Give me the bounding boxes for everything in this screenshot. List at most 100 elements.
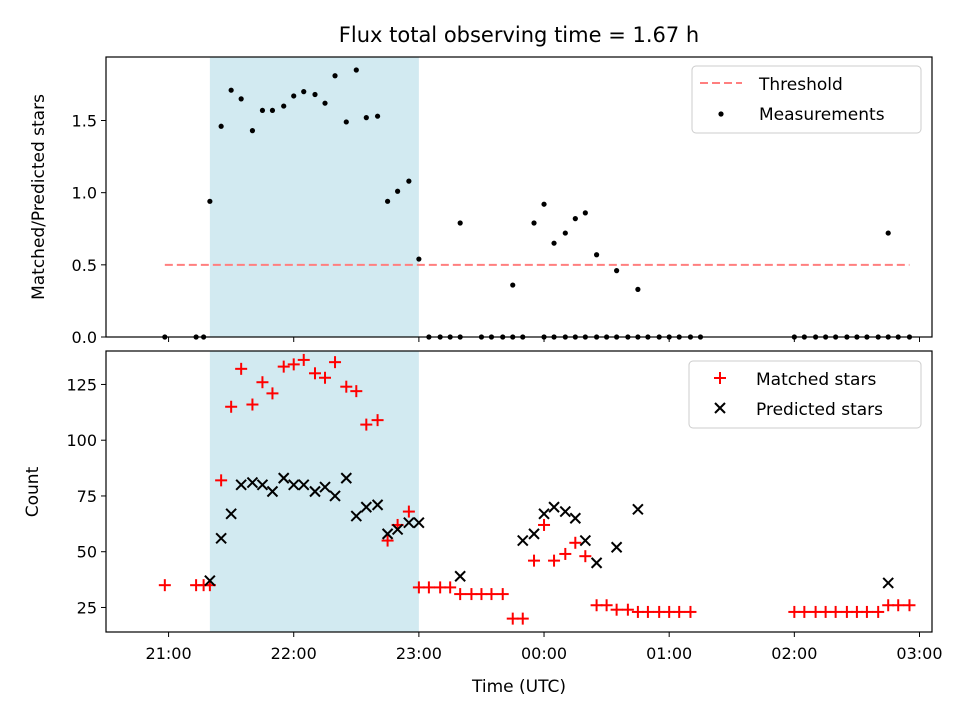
matched-stars-point bbox=[621, 603, 634, 616]
predicted-stars-point bbox=[559, 505, 572, 518]
matched-stars-point bbox=[641, 605, 654, 618]
matched-stars-point bbox=[434, 581, 447, 594]
predicted-stars-point bbox=[371, 499, 384, 511]
matched-stars-point bbox=[235, 362, 248, 375]
matched-stars-point bbox=[444, 581, 457, 594]
predicted-stars-point bbox=[528, 528, 540, 540]
predicted-stars-point bbox=[454, 570, 466, 582]
bottom-legend-box bbox=[688, 360, 922, 429]
measurement-point bbox=[249, 128, 256, 134]
matched-stars-point bbox=[548, 554, 561, 567]
matched-stars-point bbox=[892, 599, 905, 612]
measurement-point bbox=[363, 115, 369, 121]
matched-stars-point bbox=[465, 588, 478, 601]
predicted-stars-point bbox=[329, 490, 341, 502]
matched-stars-point bbox=[422, 581, 435, 594]
measurement-point bbox=[457, 220, 463, 226]
measurement-point bbox=[259, 107, 266, 114]
measurement-point bbox=[593, 252, 600, 258]
top-legend: Threshold Measurements bbox=[691, 65, 922, 134]
measurement-point bbox=[384, 198, 391, 204]
predicted-stars-point bbox=[360, 501, 373, 513]
measurement-point bbox=[551, 240, 557, 246]
measurement-point bbox=[281, 103, 287, 109]
matched-stars-point bbox=[829, 605, 842, 618]
matched-stars-point bbox=[277, 360, 290, 373]
top-y-tick-label: 0.0 bbox=[72, 328, 97, 347]
x-tick-label: 22:00 bbox=[271, 644, 317, 663]
legend-threshold: Threshold bbox=[758, 75, 843, 95]
matched-stars-point bbox=[297, 353, 310, 366]
measurement-point bbox=[301, 89, 307, 95]
matched-stars-point bbox=[819, 605, 832, 618]
matched-stars-point bbox=[538, 518, 551, 531]
x-tick-label: 21:00 bbox=[146, 644, 192, 663]
predicted-stars-point bbox=[579, 534, 592, 547]
matched-stars-point bbox=[215, 474, 228, 487]
measurement-point bbox=[332, 73, 338, 79]
measurement-point bbox=[238, 96, 244, 102]
measurement-point bbox=[406, 178, 412, 184]
matched-stars-point bbox=[590, 599, 603, 612]
predicted-stars-point bbox=[340, 472, 352, 484]
measurement-point bbox=[582, 210, 588, 216]
predicted-legend-swatch bbox=[714, 402, 726, 414]
predicted-stars-point bbox=[517, 534, 529, 547]
predicted-stars-point bbox=[882, 577, 894, 589]
predicted-stars-point bbox=[590, 557, 603, 569]
chart-title: Flux total observing time = 1.67 h bbox=[339, 23, 699, 47]
matched-stars-point bbox=[402, 505, 415, 518]
matched-stars-point bbox=[309, 367, 322, 380]
matched-stars-point bbox=[653, 605, 666, 618]
x-tick-label: 01:00 bbox=[646, 644, 692, 663]
matched-stars-point bbox=[788, 605, 801, 618]
legend-matched-stars: Matched stars bbox=[756, 370, 876, 390]
matched-stars-point bbox=[158, 579, 171, 592]
predicted-stars-point bbox=[256, 479, 269, 491]
top-y-axis-label: Matched/Predicted stars bbox=[29, 94, 49, 300]
measurement-point bbox=[614, 268, 620, 274]
x-tick-label: 00:00 bbox=[521, 644, 567, 663]
matched-stars-point bbox=[903, 599, 916, 612]
predicted-stars-point bbox=[610, 541, 623, 553]
bottom-plot-frame bbox=[105, 350, 933, 633]
matched-stars-point bbox=[287, 358, 300, 371]
measurement-point bbox=[343, 119, 349, 125]
measurement-point bbox=[510, 282, 516, 288]
top-y-tick-label: 0.5 bbox=[72, 256, 97, 275]
matched-stars-point bbox=[569, 536, 582, 549]
measurement-point bbox=[353, 67, 359, 73]
matched-stars-point bbox=[266, 387, 279, 400]
measurement-point bbox=[541, 201, 547, 207]
matched-stars-point bbox=[340, 380, 353, 393]
measurement-point bbox=[572, 216, 578, 222]
matched-stars-point bbox=[506, 612, 519, 625]
matched-stars-point bbox=[663, 605, 676, 618]
top-plot-frame bbox=[105, 56, 933, 338]
measurement-point bbox=[291, 93, 297, 99]
matched-stars-point bbox=[454, 588, 467, 601]
matched-stars-point bbox=[516, 612, 529, 625]
matched-stars-point bbox=[610, 603, 623, 616]
matched-stars-point bbox=[350, 385, 363, 398]
x-tick-label: 03:00 bbox=[896, 644, 942, 663]
measurement-point bbox=[531, 220, 537, 226]
predicted-stars-point bbox=[204, 574, 216, 587]
legend-predicted-stars: Predicted stars bbox=[756, 400, 883, 420]
predicted-stars-point bbox=[350, 510, 363, 522]
matched-stars-point bbox=[872, 605, 885, 618]
matched-stars-point bbox=[840, 605, 853, 618]
matched-stars-point bbox=[860, 605, 873, 618]
measurement-point bbox=[395, 188, 401, 194]
matched-stars-point bbox=[809, 605, 822, 618]
measurement-point bbox=[562, 230, 568, 236]
matched-stars-point bbox=[600, 599, 613, 612]
predicted-stars-point bbox=[632, 503, 644, 516]
predicted-stars-point bbox=[569, 512, 582, 524]
top-shaded-interval bbox=[209, 57, 419, 337]
matched-stars-point bbox=[412, 581, 425, 594]
bottom-y-tick-label: 75 bbox=[77, 487, 97, 506]
top-panel: 0.0 0.5 1.0 1.5 Matched/Predicted stars Thr… bbox=[29, 56, 933, 347]
matched-stars-point bbox=[559, 547, 572, 560]
